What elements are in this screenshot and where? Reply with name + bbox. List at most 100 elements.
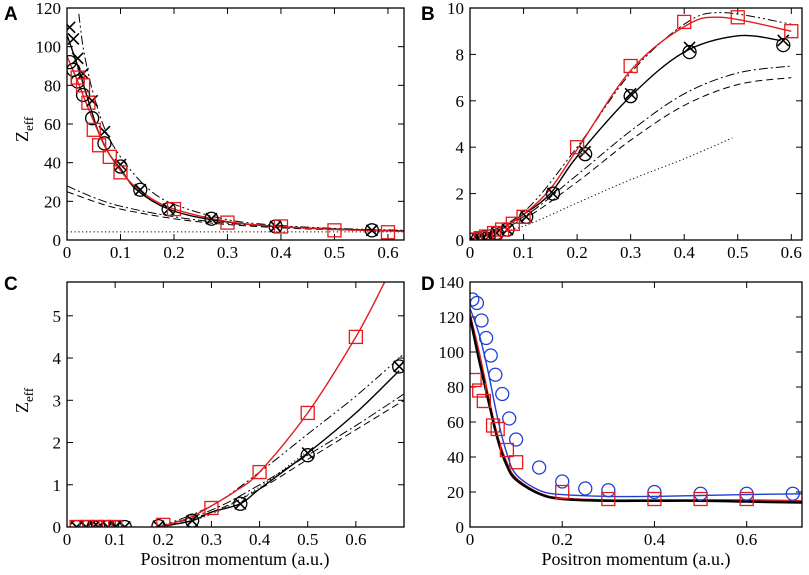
panel-c-ytick-label: 1 (53, 476, 62, 495)
panel-c-black-crosses-point (393, 360, 404, 373)
panel-a-ytick-label: 20 (44, 192, 61, 211)
panel-a-xtick-label: 0 (63, 243, 72, 262)
panel-a-red-squares-point (102, 149, 117, 165)
panel-d-ytick-label: 60 (447, 413, 464, 432)
panel-b-red-squares-point (784, 24, 799, 39)
panel-a-black-circles-point (133, 182, 148, 197)
panel-c-ytick-label: 2 (53, 434, 62, 453)
panel-a-black-crosses-point (205, 212, 218, 225)
panel-b-red-squares-point (730, 10, 745, 25)
panel-a-dashed-line (67, 191, 404, 232)
panel-b-black-circles-point (682, 44, 697, 60)
panel-a-ytick-label: 120 (36, 0, 62, 18)
panel-d-blue-circles-point (555, 474, 570, 489)
panel-c-xtick-label: 0.1 (105, 530, 126, 549)
panel-c-black-circles-point (117, 519, 132, 527)
panel-d-red-squares-point (490, 421, 505, 437)
panel-c-xtick-label: 0.3 (201, 530, 222, 549)
panel-b-red-squares-point (569, 140, 585, 155)
panel-d-xtick-label: 0.6 (736, 530, 757, 549)
panel-a-dash-dot-line (67, 185, 404, 232)
panel-a-ytick-label: 60 (44, 115, 61, 134)
panel-a-red-squares-point (75, 78, 91, 93)
panel-c-xtick-label: 0.4 (249, 530, 271, 549)
panel-b-black-crosses-point (683, 41, 696, 54)
panel-c-letter: C (4, 274, 18, 295)
panel-c-red-squares-point (204, 500, 219, 516)
panel-a-red-solid-line (67, 56, 404, 232)
panel-d-blue-circles-point (508, 432, 524, 447)
panel-d-red-squares-point (647, 491, 662, 507)
panel-b-red-squares-point (494, 222, 510, 237)
panel-a-xtick-label: 0.5 (324, 243, 345, 262)
panel-b-red-squares-point (516, 209, 531, 224)
panel-a-dash-dot-dot-line (78, 13, 404, 231)
panel-c-black-circles-point (233, 496, 248, 511)
panel-a-xtick-label: 0.1 (110, 243, 131, 262)
panel-d-frame (469, 281, 803, 528)
panel-b-xtick-label: 0.6 (781, 243, 802, 262)
panel-a-red-squares-point (327, 223, 342, 238)
panel-b-red-squares-point (623, 58, 638, 74)
panel-d-ytick-label: 120 (439, 308, 465, 327)
panel-b-black-crosses-point (546, 187, 560, 200)
panel-d-ytick-label: 140 (439, 273, 465, 292)
panel-d-xlabel: Positron momentum (a.u.) (542, 549, 731, 570)
panel-d-blue-circles-point (601, 483, 616, 498)
panel-c-xtick-label: 0.5 (297, 530, 318, 549)
panel-b-black-circles-point (545, 186, 561, 201)
panel-a-red-squares-point (166, 201, 182, 217)
panel-a-black-crosses-point (67, 21, 76, 34)
panel-b-red-squares-point (478, 229, 494, 240)
panel-d-blue-circles-point (495, 386, 510, 402)
panel-a-frame (66, 7, 405, 241)
panel-a-black-solid-line (67, 34, 404, 232)
panel-c-red-squares-point (252, 464, 267, 480)
panel-b-red-squares-point (677, 14, 692, 30)
panel-a-red-squares-point (273, 219, 289, 234)
panel-c-black-circles-point (392, 359, 404, 374)
panel-c-red-squares-point (107, 519, 123, 527)
panel-a-black-crosses-point (71, 52, 84, 65)
panel-c-red-squares-point (88, 519, 104, 527)
panel-a-red-squares-point (70, 70, 85, 85)
panel-a-xtick-label: 0.6 (377, 243, 398, 262)
panel-b-ytick-label: 8 (456, 45, 465, 64)
panel-d-red-squares-point (485, 418, 501, 433)
panel-d-xtick-label: 0.4 (644, 530, 666, 549)
panel-d-blue-circles-point (693, 486, 708, 501)
panel-d-red-squares-point (472, 383, 487, 398)
panel-d-blue-circles-point (483, 348, 498, 363)
panel-d-blue-circles-point (478, 330, 494, 346)
panel-d-blue-circles-point (470, 292, 480, 307)
panel-c-ytick-label: 3 (53, 391, 62, 410)
panel-a-black-circles-point (84, 111, 100, 126)
panel-c-black-crosses-point (152, 520, 165, 527)
panel-d-ytick-label: 80 (447, 378, 464, 397)
panel-c-red-squares-point (300, 405, 315, 421)
panel-b-ytick-label: 4 (456, 138, 465, 157)
panel-d-ytick-label: 20 (447, 483, 464, 502)
panel-b-ytick-label: 0 (456, 231, 465, 250)
panel-b-black-circles-point (776, 37, 791, 53)
panel-b-red-solid-line (470, 16, 792, 240)
panel-b-xtick-label: 0.2 (566, 243, 587, 262)
panel-d-xtick-label: 0 (466, 530, 475, 549)
panel-a: A Zeff 0 0.1 0.2 0.3 0.4 0.5 0.6 0 20 40 60 80 100 12… (4, 0, 405, 262)
panel-d-marks: 0 0.2 0.4 0.6 0 20 40 60 80 100 120 140 (439, 273, 802, 549)
panel-d-ytick-label: 100 (439, 343, 465, 362)
panel-a-black-circles-point (364, 223, 380, 238)
panel-d-blue-circles-point (502, 411, 517, 426)
panel-c-ytick-label: 0 (53, 518, 62, 537)
panel-a-black-circles-point (67, 54, 77, 70)
panel-b-dash-dot-line (470, 65, 792, 240)
panel-c: C Zeff 0 0.1 0.2 0.3 0.4 0.5 0.6 0 1 2 3 4 5 Positro… (4, 274, 405, 570)
panel-c-frame (66, 281, 405, 528)
panel-c-black-solid-line (158, 370, 400, 527)
panel-a-black-crosses-point (76, 67, 90, 80)
panel-c-xtick-label: 0 (63, 530, 72, 549)
panel-d-red-squares-point (499, 442, 515, 458)
panel-a-xtick-label: 0.4 (270, 243, 292, 262)
panel-d-black-thick-line (470, 316, 802, 504)
